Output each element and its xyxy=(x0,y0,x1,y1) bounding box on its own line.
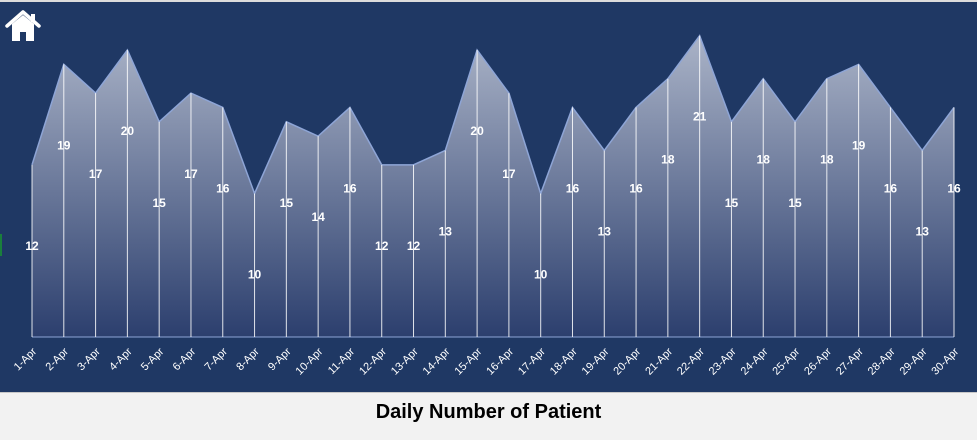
data-label: 16 xyxy=(884,181,898,195)
data-label: 18 xyxy=(820,153,834,167)
data-label: 18 xyxy=(757,153,771,167)
x-tick-label: 2-Apr xyxy=(43,345,71,373)
chart-caption: Daily Number of Patient xyxy=(375,401,602,423)
data-label: 16 xyxy=(566,181,580,195)
data-label: 13 xyxy=(916,224,930,238)
x-tick-label: 5-Apr xyxy=(139,345,167,373)
data-label: 12 xyxy=(375,239,389,253)
data-label: 14 xyxy=(311,210,325,224)
data-label: 13 xyxy=(598,224,612,238)
x-tick-label: 12-Apr xyxy=(357,346,389,378)
x-tick-label: 26-Apr xyxy=(802,346,834,378)
data-label: 17 xyxy=(89,167,103,181)
x-tick-label: 7-Apr xyxy=(202,345,230,373)
data-label: 15 xyxy=(152,196,166,210)
area-fill xyxy=(32,35,954,338)
area-chart: 12 19 17 20 15 17 16 10 15 14 16 12 12 13 20 17 10 16 13 16… xyxy=(12,34,961,378)
data-label: 18 xyxy=(661,153,675,167)
data-label: 10 xyxy=(248,268,262,282)
data-label: 16 xyxy=(629,181,643,195)
x-tick-label: 22-Apr xyxy=(675,346,707,378)
data-label: 17 xyxy=(184,167,198,181)
top-border xyxy=(0,0,977,2)
x-tick-label: 16-Apr xyxy=(484,346,516,378)
data-label: 13 xyxy=(439,224,453,238)
x-tick-label: 8-Apr xyxy=(234,345,262,373)
x-tick-label: 18-Apr xyxy=(548,346,580,378)
x-tick-label: 28-Apr xyxy=(866,346,898,378)
home-icon xyxy=(5,10,41,41)
x-tick-label: 25-Apr xyxy=(770,346,802,378)
x-tick-label: 10-Apr xyxy=(294,346,326,378)
series-line xyxy=(31,34,955,196)
data-label: 21 xyxy=(693,110,707,124)
x-tick-label: 6-Apr xyxy=(171,345,199,373)
data-label: 19 xyxy=(57,138,71,152)
data-label: 15 xyxy=(280,196,294,210)
x-tick-label: 23-Apr xyxy=(707,346,739,378)
x-tick-label: 14-Apr xyxy=(421,346,453,378)
data-label: 17 xyxy=(502,167,516,181)
data-label: 15 xyxy=(788,196,802,210)
data-label: 15 xyxy=(725,196,739,210)
x-tick-label: 11-Apr xyxy=(326,345,357,376)
x-tick-label: 21-Apr xyxy=(643,346,675,378)
data-label: 19 xyxy=(852,138,866,152)
chart-area: 12 19 17 20 15 17 16 10 15 14 16 12 12 13 20 17 10 16 13 16… xyxy=(0,2,977,392)
x-tick-label: 9-Apr xyxy=(266,345,294,373)
x-tick-label: 29-Apr xyxy=(898,346,930,378)
x-tick-label: 24-Apr xyxy=(739,346,771,378)
data-label: 12 xyxy=(25,239,39,253)
data-label: 10 xyxy=(534,268,548,282)
data-label: 12 xyxy=(407,239,421,253)
x-tick-label: 4-Apr xyxy=(107,345,135,373)
x-tick-label: 30-Apr xyxy=(929,346,961,378)
x-tick-label: 15-Apr xyxy=(452,346,484,378)
data-label: 20 xyxy=(121,124,135,138)
selection-marker xyxy=(0,234,2,256)
home-button[interactable] xyxy=(4,8,42,44)
x-tick-label: 20-Apr xyxy=(611,346,643,378)
x-tick-label: 17-Apr xyxy=(516,346,548,378)
x-tick-label: 3-Apr xyxy=(75,345,103,373)
data-label: 20 xyxy=(470,124,484,138)
x-tick-label: 13-Apr xyxy=(389,346,421,378)
data-label: 16 xyxy=(216,181,230,195)
x-tick-label: 1-Apr xyxy=(12,345,40,373)
caption-bar: Daily Number of Patient xyxy=(0,392,977,440)
x-tick-label: 19-Apr xyxy=(580,346,612,378)
x-tick-label: 27-Apr xyxy=(834,346,866,378)
data-label: 16 xyxy=(343,181,357,195)
data-label: 16 xyxy=(947,181,961,195)
